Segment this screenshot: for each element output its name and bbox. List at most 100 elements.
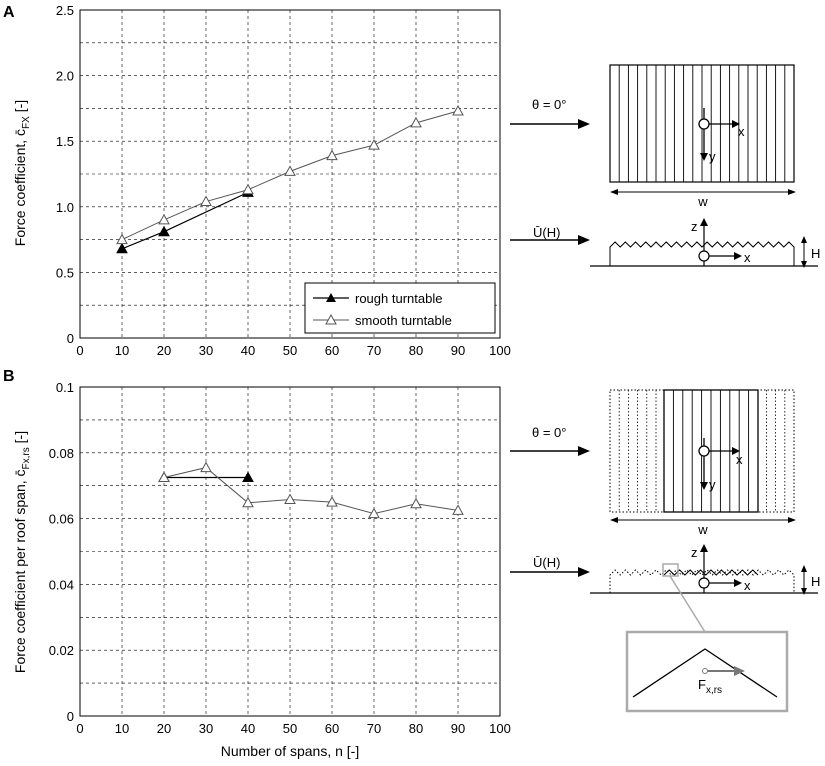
chart-b-xtick: 40 [241,721,255,736]
chart-b-ylabel: Force coefficient per roof span, c̄Fx,rs… [12,431,32,673]
wind-arrowhead-b [578,446,590,456]
chart-b-ytick: 0.02 [49,643,74,658]
axis-x2-arrowhead-b [734,579,742,587]
roof-profile-dotted-b [609,569,795,593]
origin-b [698,445,710,457]
chart-a-point-smooth [158,213,170,225]
axis-z-arrowhead-a [700,218,708,226]
legend-label-rough: rough turntable [355,291,442,306]
width-label-b: w [697,522,708,537]
chart-b-xlabel: Number of spans, n [-] [221,743,360,759]
chart-a-ytick: 0 [67,331,74,346]
width-dim-left-arrowhead-a [610,189,618,195]
wind-profile-arrowhead-b [578,567,590,577]
chart-a-frame [79,9,501,339]
chart-b-xtick: 100 [489,721,511,736]
axis-y-arrowhead-a [700,153,708,161]
chart-a-xtick: 70 [367,343,381,358]
chart-b-ytick: 0.1 [56,380,74,395]
chart-b-xtick: 30 [199,721,213,736]
chart-a-point-smooth [284,165,296,176]
chart-a-ytick: 2.5 [56,3,74,18]
chart-a-point-smooth [242,183,254,195]
chart-b-point-rough [242,471,254,482]
panel-b-label: B [3,368,15,385]
chart-a-ytick: 2.0 [56,69,74,84]
width-label-a: w [697,194,708,209]
x-label-a: x [738,124,745,139]
chart-b-ytick: 0.06 [49,512,74,527]
x2-label-a: x [744,250,751,265]
chart-b-xtick: 70 [367,721,381,736]
legend-marker-rough [326,293,336,302]
chart-b-xtick: 90 [451,721,465,736]
force-origin [702,668,708,674]
origin-a [698,118,710,130]
chart-b-xtick: 10 [115,721,129,736]
chart-a-point-smooth [368,139,380,150]
width-dim-right-arrowhead-b [788,517,796,523]
chart-a-ylabel: Force coefficient, c̄FX [-] [12,100,32,246]
axis-x-arrowhead-b [732,447,740,455]
zoom-connector-b [669,575,706,633]
width-dim-right-arrowhead-a [788,189,796,195]
chart-a-point-smooth [326,149,338,161]
chart-a-point-smooth [116,233,128,245]
chart-a: 0 10 20 30 40 50 60 70 80 90 100 0 0.5 1.0 1.5 2.0 2.5 [56,3,511,358]
chart-a-point-smooth [410,116,422,128]
chart-b-point-smooth [452,504,464,515]
chart-b-xtick: 50 [283,721,297,736]
chart-b-xtick: 0 [76,721,83,736]
chart-b-point-smooth [368,507,380,519]
height-dim-bottom-arrowhead-b [801,588,807,595]
axis-x-arrowhead-a [732,120,740,128]
chart-a-ytick: 0.5 [56,265,74,280]
chart-a-xtick: 50 [283,343,297,358]
chart-b-marks: 0 10 20 30 40 50 60 70 80 90 100 0 0.02 0.04 0.06 0.08 0… [49,380,511,736]
axis-x2-arrowhead-a [734,252,742,260]
legend-box [304,282,496,334]
chart-a-xtick: 0 [76,343,83,358]
chart-a-xtick: 80 [409,343,423,358]
chart-a-xtick: 40 [241,343,255,358]
axis-y-arrowhead-b [700,482,708,490]
origin2-b [698,577,710,589]
chart-b-ytick: 0 [67,709,74,724]
roof-profile-a [609,241,795,266]
chart-b-xtick: 20 [157,721,171,736]
angle-label-a: θ = 0° [532,97,566,112]
x2-label-b: x [744,578,751,593]
chart-b-ytick: 0.04 [49,577,74,592]
height-label-b: H [811,574,820,589]
height-dim-top-arrowhead-a [801,236,807,243]
chart-b: 0 10 20 30 40 50 60 70 80 90 100 0 0.02 0.04 0.06 0.08 0… [49,380,511,736]
chart-a-xtick: 10 [115,343,129,358]
chart-a-xtick: 100 [489,343,511,358]
chart-a-xtick: 20 [157,343,171,358]
zoom-detail-box [625,630,789,713]
chart-b-frame [79,386,501,717]
origin2-a [698,250,710,262]
diagram-a: θ = 0° x y w Ū(H) z x H [510,64,820,268]
chart-b-ytick: 0.08 [49,446,74,461]
angle-label-b: θ = 0° [532,425,566,440]
chart-b-point-smooth [326,496,338,507]
chart-a-line-rough [121,191,249,250]
z-label-b: z [691,545,698,560]
height-dim-bottom-arrowhead-a [801,261,807,268]
roof-profile-b [663,569,759,576]
y-label-b: y [709,477,716,492]
chart-b-grid [80,387,500,716]
chart-a-legend: rough turntable smooth turntable [304,282,496,334]
chart-b-point-smooth [200,461,212,473]
height-dim-top-arrowhead-b [801,565,807,572]
wind-profile-arrowhead-a [578,235,590,245]
chart-a-point-smooth [200,195,212,207]
chart-b-xtick: 80 [409,721,423,736]
chart-a-xtick: 90 [451,343,465,358]
wind-label-a: Ū(H) [533,225,560,240]
legend-label-smooth: smooth turntable [355,313,452,328]
height-label-a: H [811,246,820,261]
axis-z-arrowhead-b [700,544,708,552]
